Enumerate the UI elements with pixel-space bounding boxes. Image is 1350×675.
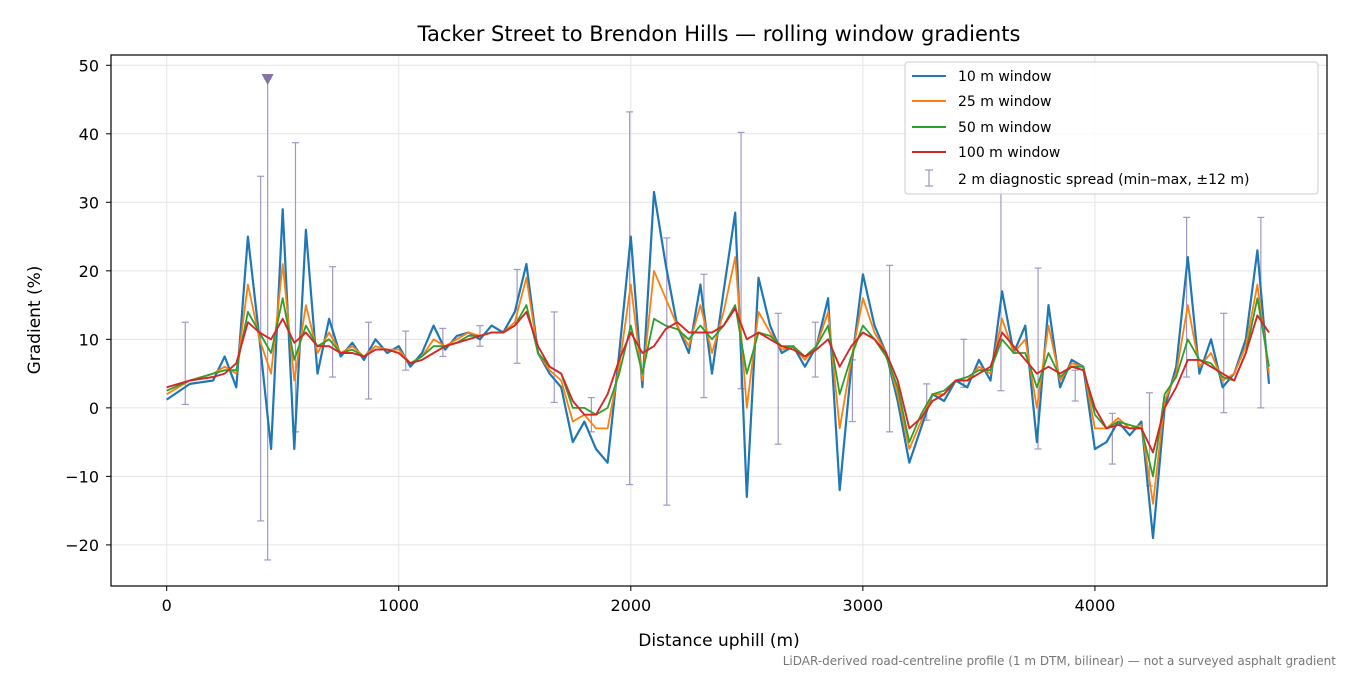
series-line-10m: [166, 190, 1271, 540]
footnote: LiDAR-derived road-centreline profile (1…: [783, 654, 1337, 668]
diagnostic-spread-bar: [329, 266, 337, 378]
clipped-spread-marker: [261, 73, 274, 85]
diagnostic-spread-bar: [402, 330, 410, 371]
y-tick-label: 20: [79, 262, 99, 281]
x-tick-label: 2000: [610, 596, 651, 615]
x-tick-label: 4000: [1075, 596, 1116, 615]
diagnostic-spread-bar: [1220, 312, 1228, 414]
x-tick-label: 1000: [378, 596, 419, 615]
y-tick-label: 0: [89, 399, 99, 418]
legend-label-50m: 50 m window: [958, 120, 1051, 136]
chart-title: Tacker Street to Brendon Hills — rolling…: [417, 22, 1021, 46]
x-tick-label: 0: [162, 596, 172, 615]
y-tick-label: 30: [79, 193, 99, 212]
x-tick-label: 3000: [843, 596, 884, 615]
diagnostic-spread-bar: [1183, 216, 1191, 378]
diagnostic-spread-bar: [181, 321, 189, 406]
y-tick-label: −10: [65, 467, 99, 486]
diagnostic-spread-bar: [365, 321, 373, 400]
y-tick-label: 50: [79, 56, 99, 75]
series-line-25m: [166, 256, 1270, 505]
legend-label-spread: 2 m diagnostic spread (min–max, ±12 m): [958, 172, 1249, 188]
legend-label-25m: 25 m window: [958, 94, 1051, 110]
diagnostic-spread-bar: [663, 237, 671, 506]
diagnostic-spread-bar: [700, 273, 708, 399]
diagnostic-spread-bar: [774, 312, 782, 445]
diagnostic-spread-bar: [886, 264, 894, 433]
x-axis-label: Distance uphill (m): [638, 631, 799, 651]
series-line-100m: [166, 307, 1270, 454]
legend-label-100m: 100 m window: [958, 145, 1060, 161]
diagnostic-spread-bar: [1071, 369, 1079, 402]
y-tick-label: 10: [79, 330, 99, 349]
axis-ticks: 0 1000 2000 3000 4000 −20 −10 0 10 20 30 40 50: [65, 56, 1115, 615]
legend-swatch-spread: [925, 169, 933, 187]
diagnostic-spread-bar: [1108, 412, 1116, 465]
series-lines: [166, 190, 1271, 540]
legend: 10 m window 25 m window 50 m window 100 …: [904, 61, 1319, 195]
y-tick-label: −20: [65, 536, 99, 555]
diagnostic-spread-bar: [550, 311, 558, 403]
y-tick-label: 40: [79, 125, 99, 144]
legend-label-10m: 10 m window: [958, 69, 1051, 85]
plot-frame: [110, 54, 1328, 587]
legend-box: [904, 61, 1319, 195]
y-axis-label: Gradient (%): [25, 266, 45, 375]
